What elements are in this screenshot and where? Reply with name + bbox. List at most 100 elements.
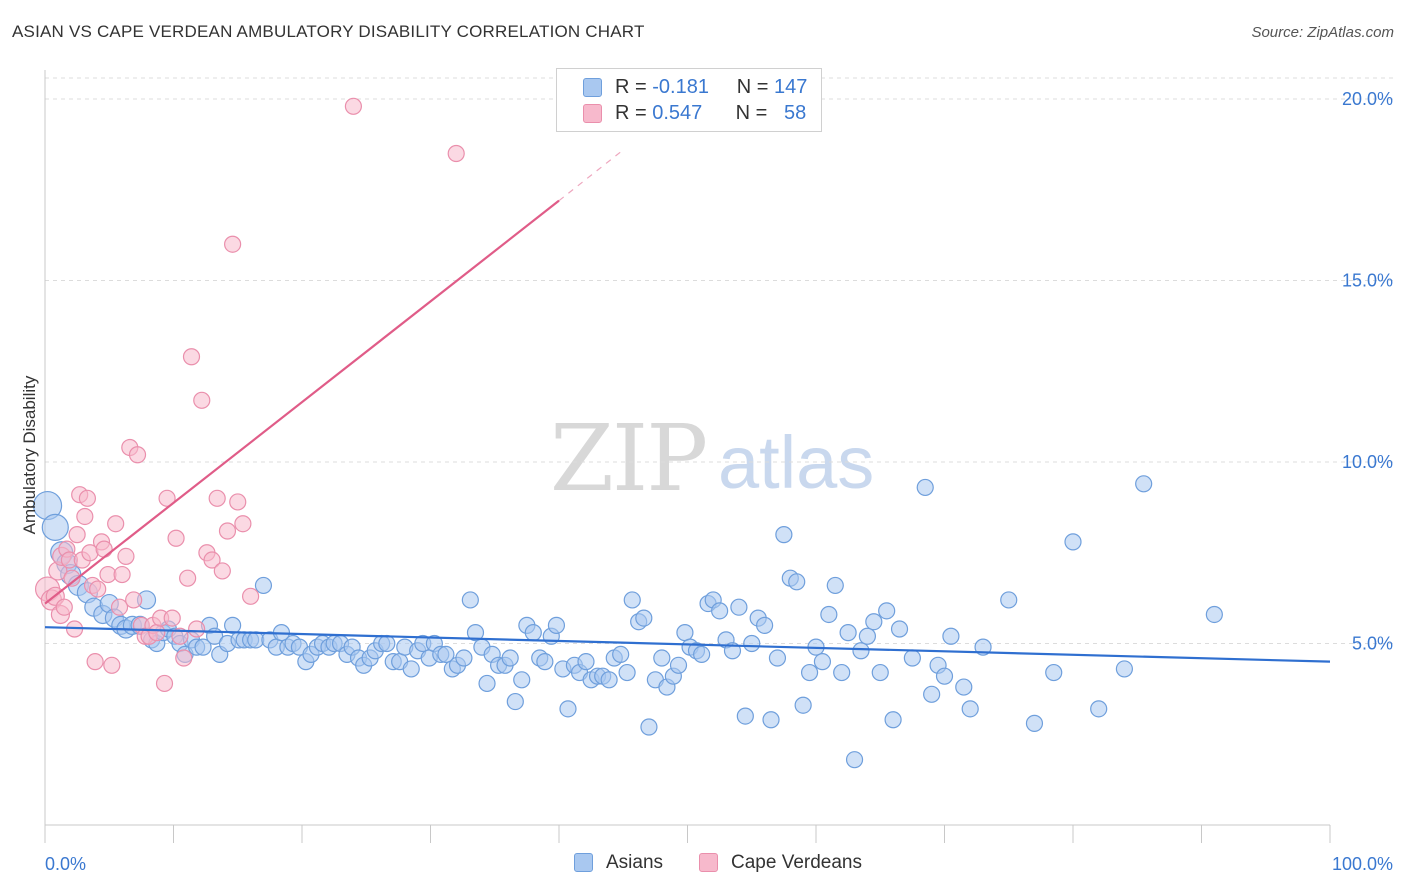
asian-point <box>890 620 909 638</box>
cape-verdean-point <box>76 507 94 526</box>
asian-point <box>653 649 671 667</box>
cape-verdean-point <box>188 620 206 638</box>
asian-point <box>878 602 896 620</box>
cape-verdean-point <box>113 565 131 584</box>
axis-labels: 5.0% 10.0% 15.0% 20.0% 0.0% 100.0% Ambulatory … <box>20 89 1393 874</box>
asian-point <box>1045 663 1063 682</box>
bottom-legend-swatch-asians <box>574 853 593 872</box>
asian-point <box>600 671 618 689</box>
asian-point <box>961 700 979 718</box>
asian-point <box>788 573 806 591</box>
cape-verdean-point <box>110 598 129 616</box>
asian-point <box>378 634 396 653</box>
asian-point <box>974 638 992 656</box>
cape-verdean-point <box>171 627 189 645</box>
asian-point <box>942 627 960 645</box>
legend-r-value: -0.181 <box>652 76 709 98</box>
cape-verdean-point <box>179 569 197 587</box>
cape-verdean-point <box>208 489 226 507</box>
asian-point <box>820 605 838 624</box>
cape-verdean-point <box>55 598 73 616</box>
grid-lines <box>45 77 1394 645</box>
asian-trend-line <box>44 626 1331 663</box>
asian-point <box>693 645 711 663</box>
asian-point <box>736 707 754 725</box>
asian-point <box>711 602 729 620</box>
asian-point <box>935 667 954 685</box>
asian-point <box>768 649 787 667</box>
asian-point <box>1064 533 1082 551</box>
legend-r-value: 0.547 <box>652 102 703 124</box>
asian-point <box>730 598 748 616</box>
cape-verdean-point <box>242 587 260 605</box>
legend-n-value: 58 <box>784 102 807 124</box>
cape-verdean-point <box>224 235 242 253</box>
asian-point <box>1025 714 1044 732</box>
asian-point <box>1000 591 1018 609</box>
cape-verdean-point <box>107 515 125 533</box>
asian-point <box>903 649 921 667</box>
asian-point <box>501 649 519 667</box>
axes <box>44 70 1331 843</box>
asian-point <box>794 696 812 714</box>
chart-title: ASIAN VS CAPE VERDEAN AMBULATORY DISABIL… <box>12 22 645 41</box>
cape-verdean-point <box>148 624 166 642</box>
asian-point <box>669 656 688 674</box>
asian-point <box>402 660 420 678</box>
asian-point <box>506 692 524 711</box>
asian-point <box>813 653 832 671</box>
asian-point <box>826 576 844 595</box>
asian-point <box>41 513 69 541</box>
asian-point <box>955 678 973 696</box>
y-tick-label: 15.0% <box>1342 271 1393 291</box>
asian-point <box>461 591 479 609</box>
cape-verdean-point <box>175 649 193 667</box>
asian-point <box>865 613 883 631</box>
legend-r-label: R = <box>615 102 647 124</box>
asian-point <box>536 653 554 671</box>
asian-point <box>775 526 793 544</box>
cape-verdean-point <box>182 348 201 366</box>
x-tick-label: 0.0% <box>45 854 86 874</box>
asian-point <box>755 616 774 634</box>
source-label: Source: ZipAtlas.com <box>1251 24 1394 41</box>
cape-verdean-trend-line <box>44 199 560 605</box>
asian-point <box>524 624 542 642</box>
cape-verdean-point <box>68 526 86 544</box>
cape-verdean-point <box>167 529 185 547</box>
cape-verdean-point <box>128 446 147 464</box>
asian-point <box>871 663 889 682</box>
cape-verdean-point <box>218 522 237 540</box>
asian-point <box>455 649 473 667</box>
watermark-zip: ZIP <box>550 405 706 512</box>
cape-verdean-point <box>125 591 143 609</box>
y-tick-label: 5.0% <box>1352 634 1393 654</box>
y-axis-title: Ambulatory Disability <box>20 375 39 534</box>
asian-point <box>800 663 819 682</box>
y-tick-label: 20.0% <box>1342 89 1393 109</box>
legend-swatch-asians <box>583 78 602 97</box>
asian-point <box>466 624 485 642</box>
cape-verdean-point <box>86 653 104 671</box>
bottom-legend-label: Cape Verdeans <box>731 852 862 873</box>
watermark: ZIP atlas <box>550 405 874 512</box>
asian-point <box>224 616 242 634</box>
bottom-legend-label: Asians <box>606 852 664 873</box>
y-tick-label: 10.0% <box>1342 452 1393 472</box>
asian-point <box>577 653 595 671</box>
cape-verdean-point <box>155 674 174 693</box>
correlation-legend: R = -0.181 N = 147 R = 0.547 N = 58 <box>556 68 822 132</box>
cape-verdean-trend-extension <box>558 149 624 202</box>
cape-verdean-point <box>158 489 176 507</box>
asian-point <box>513 671 531 689</box>
cape-verdean-point <box>163 609 181 627</box>
asian-point <box>623 591 641 609</box>
cape-verdean-point <box>63 569 81 587</box>
asian-point <box>884 711 902 729</box>
asian-point <box>762 711 780 729</box>
bottom-legend-swatch-cape-verdeans <box>699 853 718 872</box>
cape-verdean-point <box>193 391 211 409</box>
asian-point <box>1135 475 1153 493</box>
asian-point <box>858 627 877 645</box>
asian-point <box>923 685 941 703</box>
